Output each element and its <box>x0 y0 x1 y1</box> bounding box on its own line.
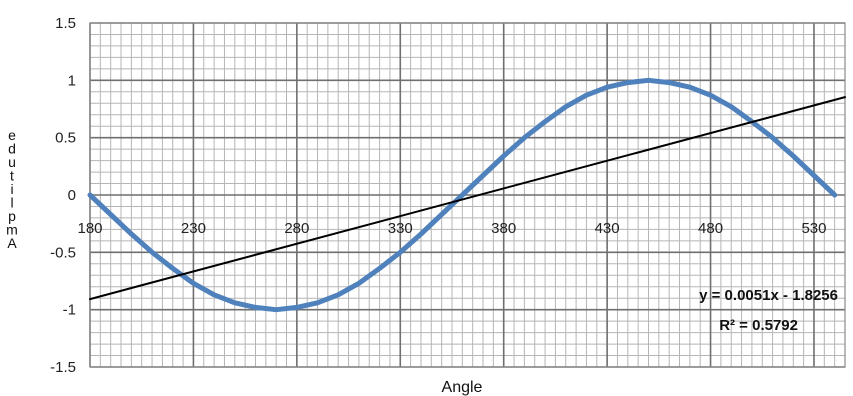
y-axis-title-char: i <box>10 181 13 197</box>
x-axis-title: Angle <box>442 379 483 396</box>
y-axis-title-char: A <box>7 235 17 251</box>
x-tick-label: 330 <box>388 220 413 237</box>
y-axis-title-char: m <box>6 222 18 238</box>
y-tick-label: -1 <box>63 302 76 319</box>
trendline-equation: y = 0.0051x - 1.8256 <box>699 287 838 304</box>
r-squared-label: R² = 0.5792 <box>719 317 798 334</box>
y-tick-label: 0 <box>68 187 76 204</box>
y-axis-ticks: 1.5 1 0.5 0 -0.5 -1 -1.5 <box>50 15 76 376</box>
y-axis-title-char: e <box>8 127 16 143</box>
y-axis-title-char: d <box>8 141 16 157</box>
x-tick-label: 280 <box>284 220 309 237</box>
y-tick-label: -0.5 <box>50 244 76 261</box>
y-axis-title-char: t <box>10 168 14 184</box>
series-group <box>87 77 846 313</box>
trendline <box>89 96 846 301</box>
x-axis-ticks: 180 230 280 330 380 430 480 530 <box>77 220 826 237</box>
x-tick-label: 230 <box>181 220 206 237</box>
y-axis-title-char: l <box>10 195 13 211</box>
major-gridlines <box>89 22 846 368</box>
x-tick-label: 480 <box>698 220 723 237</box>
x-tick-label: 530 <box>801 220 826 237</box>
y-axis-title-char: u <box>8 154 16 170</box>
y-tick-label: 1 <box>68 72 76 89</box>
x-tick-label: 180 <box>77 220 102 237</box>
x-tick-label: 430 <box>595 220 620 237</box>
y-tick-label: -1.5 <box>50 359 76 376</box>
y-axis-title-char: p <box>8 208 16 224</box>
y-tick-label: 1.5 <box>55 15 76 32</box>
x-tick-label: 380 <box>491 220 516 237</box>
sine-series-line <box>87 77 838 313</box>
y-tick-label: 0.5 <box>55 130 76 147</box>
